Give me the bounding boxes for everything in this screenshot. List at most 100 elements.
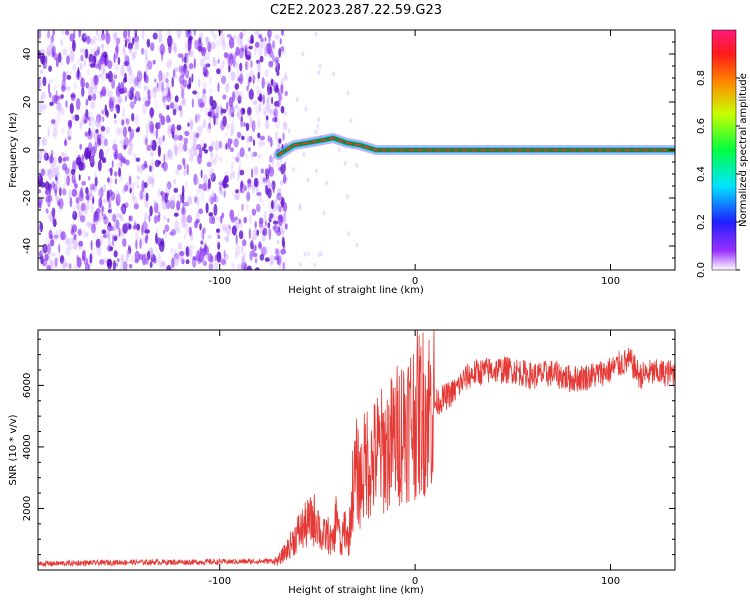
noise-blob bbox=[129, 143, 134, 150]
noise-blob bbox=[201, 93, 205, 100]
noise-blob bbox=[72, 210, 78, 221]
noise-blob bbox=[97, 135, 100, 148]
noise-blob bbox=[218, 104, 222, 109]
colorbar-tick-label: 0.8 bbox=[696, 70, 707, 86]
noise-blob bbox=[181, 97, 187, 107]
noise-blob bbox=[84, 112, 87, 125]
noise-blob bbox=[125, 250, 129, 263]
noise-blob bbox=[170, 267, 176, 270]
noise-blob bbox=[105, 43, 110, 50]
noise-blob bbox=[267, 222, 271, 229]
noise-blob bbox=[134, 30, 138, 38]
noise-blob bbox=[128, 47, 133, 54]
noise-blob bbox=[64, 172, 70, 185]
noise-blob bbox=[207, 41, 212, 53]
noise-blob bbox=[145, 223, 150, 229]
noise-blob bbox=[105, 230, 111, 240]
noise-blob bbox=[278, 205, 282, 213]
noise-blob bbox=[169, 197, 172, 207]
noise-blob bbox=[109, 246, 114, 251]
noise-blob bbox=[141, 224, 144, 236]
noise-blob bbox=[154, 78, 157, 83]
noise-blob bbox=[271, 199, 274, 210]
noise-blob bbox=[210, 42, 216, 50]
noise-blob bbox=[177, 134, 183, 141]
noise-blob bbox=[251, 168, 254, 179]
noise-blob bbox=[221, 60, 225, 70]
noise-blob bbox=[90, 100, 96, 110]
noise-blob bbox=[65, 85, 70, 90]
noise-blob bbox=[107, 177, 110, 183]
noise-blob bbox=[245, 55, 251, 60]
noise-blob bbox=[162, 73, 167, 84]
noise-blob bbox=[212, 190, 214, 196]
noise-blob bbox=[230, 261, 235, 268]
noise-blob bbox=[79, 215, 86, 223]
noise-blob bbox=[207, 178, 211, 190]
noise-blob bbox=[47, 169, 53, 180]
noise-blob bbox=[259, 227, 263, 233]
noise-blob bbox=[68, 237, 74, 245]
noise-blob bbox=[181, 258, 185, 265]
noise-blob bbox=[90, 38, 94, 45]
noise-blob bbox=[262, 106, 267, 115]
noise-blob bbox=[337, 147, 341, 153]
noise-blob bbox=[43, 149, 47, 160]
noise-blob bbox=[62, 48, 68, 56]
noise-blob bbox=[40, 91, 47, 100]
noise-blob bbox=[61, 85, 66, 92]
noise-blob bbox=[269, 154, 272, 163]
noise-blob bbox=[186, 148, 192, 156]
noise-blob bbox=[115, 189, 120, 202]
noise-blob bbox=[110, 191, 116, 201]
noise-blob bbox=[144, 74, 149, 84]
noise-blob bbox=[206, 161, 212, 167]
noise-blob bbox=[259, 135, 265, 141]
noise-blob bbox=[104, 54, 107, 66]
noise-blob bbox=[220, 215, 223, 224]
noise-blob bbox=[188, 118, 194, 128]
noise-blob bbox=[87, 176, 91, 181]
noise-blob bbox=[106, 258, 113, 270]
noise-blob bbox=[44, 253, 49, 262]
noise-blob bbox=[76, 257, 82, 268]
noise-blob bbox=[246, 202, 249, 212]
noise-blob bbox=[58, 205, 64, 212]
noise-blob bbox=[120, 215, 124, 222]
noise-blob bbox=[118, 167, 122, 178]
noise-blob bbox=[254, 245, 257, 251]
noise-blob bbox=[273, 220, 279, 225]
noise-blob bbox=[133, 35, 139, 43]
noise-blob bbox=[243, 252, 246, 257]
noise-blob bbox=[268, 30, 273, 36]
noise-blob bbox=[130, 101, 135, 109]
noise-blob bbox=[269, 108, 275, 116]
noise-blob bbox=[62, 71, 67, 82]
noise-blob bbox=[107, 209, 112, 214]
noise-blob bbox=[47, 215, 52, 220]
noise-blob bbox=[64, 30, 70, 36]
noise-blob bbox=[38, 152, 41, 158]
noise-blob bbox=[129, 187, 132, 194]
noise-blob bbox=[60, 127, 65, 134]
noise-blob bbox=[58, 155, 63, 164]
noise-blob bbox=[204, 69, 209, 78]
noise-blob bbox=[128, 175, 132, 185]
noise-blob bbox=[56, 111, 61, 124]
noise-blob bbox=[56, 164, 61, 171]
noise-blob bbox=[230, 129, 234, 137]
noise-blob bbox=[132, 225, 138, 230]
noise-blob bbox=[38, 197, 43, 206]
noise-blob bbox=[215, 40, 221, 48]
noise-blob bbox=[120, 81, 125, 92]
noise-blob bbox=[163, 153, 166, 165]
noise-blob bbox=[251, 236, 255, 245]
noise-blob bbox=[191, 73, 194, 83]
noise-blob bbox=[74, 114, 80, 121]
noise-blob bbox=[85, 264, 89, 270]
noise-blob bbox=[57, 183, 63, 195]
noise-blob bbox=[179, 75, 185, 85]
noise-blob bbox=[237, 91, 243, 102]
noise-blob bbox=[261, 77, 265, 89]
noise-blob bbox=[217, 234, 221, 240]
